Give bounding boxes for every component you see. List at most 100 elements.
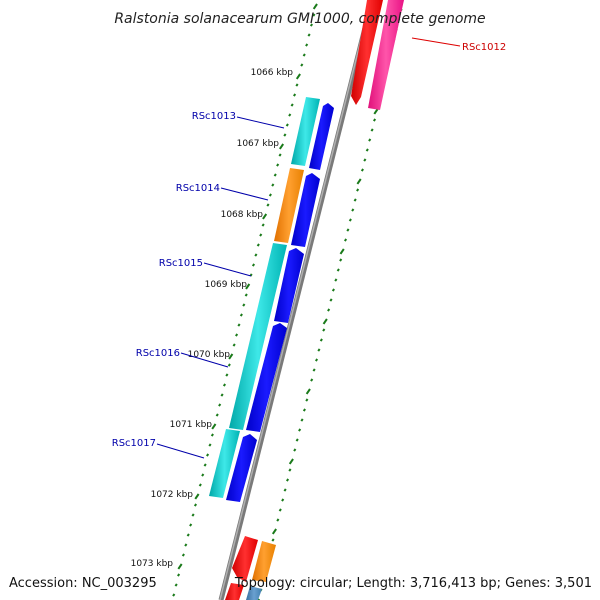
cds-rsc1017-cyan[interactable] [209, 429, 240, 498]
tick-mark-right [356, 188, 360, 192]
tick-mark-left [271, 183, 275, 187]
gene-label-rsc1017[interactable]: RSc1017 [112, 438, 156, 449]
tick-mark-left [288, 113, 292, 117]
kbp-label: 1067 kbp [237, 139, 280, 149]
leader-rsc1012 [411, 37, 461, 47]
tick-mark-left [206, 453, 210, 457]
cds-rsc1012-pink[interactable] [368, 0, 404, 110]
tick-mark-right [300, 418, 304, 422]
tick-mark-left [245, 283, 251, 290]
tick-mark-right [276, 518, 280, 522]
tick-mark-right [322, 318, 328, 325]
tick-mark-right [271, 538, 275, 542]
tick-mark-right [317, 348, 321, 352]
tick-mark-left [307, 33, 311, 37]
tick-mark-left [222, 383, 227, 387]
tick-mark-right [336, 268, 340, 272]
tick-mark-left [191, 513, 195, 517]
tick-mark-left [198, 483, 202, 487]
tick-mark-left [285, 123, 289, 127]
tick-mark-left [174, 583, 178, 587]
cds-rsc1016-blue[interactable] [246, 323, 287, 432]
tick-mark-right [314, 358, 319, 362]
cds-features [209, 0, 404, 600]
tick-mark-left [259, 233, 263, 237]
tick-mark-left [295, 73, 301, 80]
tick-mark-right [281, 498, 285, 502]
cds-bottom-red-2[interactable] [225, 583, 244, 600]
cds-rsc1015-cyan[interactable] [229, 243, 287, 430]
tick-mark-right [288, 458, 294, 465]
tick-mark-left [300, 63, 304, 67]
tick-mark-left [302, 53, 306, 57]
gene-label-rsc1012[interactable]: RSc1012 [462, 42, 506, 53]
tick-mark-right [302, 408, 306, 412]
tick-mark-right [305, 388, 311, 395]
tick-mark-left [215, 413, 219, 417]
tick-mark-left [201, 473, 205, 477]
tick-mark-right [334, 278, 338, 282]
cds-rsc1014-orange[interactable] [274, 168, 304, 243]
kbp-label: 1072 kbp [151, 490, 194, 500]
map-title: Ralstonia solanacearum GMI1000, complete… [114, 11, 485, 27]
tick-mark-right [360, 168, 364, 172]
kbp-label: 1071 kbp [170, 420, 213, 430]
tick-mark-left [235, 333, 239, 337]
gene-label-rsc1014[interactable]: RSc1014 [176, 183, 220, 194]
cds-rsc1012-red[interactable] [351, 0, 383, 105]
tick-mark-right [346, 228, 350, 232]
tick-mark-left [203, 463, 207, 467]
tick-mark-right [351, 208, 355, 212]
tick-mark-left [210, 433, 214, 437]
tick-mark-left [194, 493, 200, 500]
gene-label-rsc1015[interactable]: RSc1015 [159, 258, 203, 269]
tick-mark-right [271, 528, 277, 535]
tick-mark-left [295, 83, 299, 87]
cds-rsc1017-blue[interactable] [226, 434, 257, 502]
tick-mark-left [184, 543, 188, 547]
tick-mark-right [319, 338, 323, 342]
tick-mark-left [268, 193, 272, 197]
cds-rsc1015-blue[interactable] [274, 248, 304, 323]
tick-mark-left [177, 573, 181, 577]
tick-mark-right [327, 308, 331, 312]
cds-bottom-steel[interactable] [246, 586, 262, 600]
tick-mark-left [239, 313, 243, 317]
cds-bottom-orange[interactable] [252, 541, 276, 582]
cds-bottom-red-1[interactable] [232, 536, 258, 582]
tick-mark-right [283, 488, 287, 492]
tick-mark-left [228, 353, 234, 360]
tick-mark-left [181, 553, 185, 557]
genome-backbone-highlight [219, 0, 372, 600]
tick-mark-left [290, 103, 294, 107]
kbp-label: 1073 kbp [131, 559, 174, 569]
tick-mark-left [293, 93, 297, 97]
cds-rsc1014-blue[interactable] [291, 173, 320, 247]
tick-mark-right [365, 148, 369, 152]
gene-label-rsc1016[interactable]: RSc1016 [136, 348, 180, 359]
tick-mark-right [372, 118, 377, 122]
tick-mark-left [218, 403, 222, 407]
tick-mark-left [242, 303, 246, 307]
gene-label-rsc1013[interactable]: RSc1013 [192, 111, 236, 122]
tick-mark-left [273, 173, 277, 177]
tick-mark-left [244, 293, 248, 297]
kbp-label: 1066 kbp [251, 68, 294, 78]
leader-rsc1014 [220, 187, 269, 201]
tick-mark-right [373, 108, 379, 115]
kbp-label: 1068 kbp [221, 210, 264, 220]
tick-mark-left [172, 593, 176, 597]
tick-mark-right [353, 198, 357, 202]
tick-mark-right [370, 128, 374, 132]
cds-rsc1013-cyan[interactable] [291, 97, 320, 166]
tick-mark-left [251, 263, 256, 267]
tick-mark-left [208, 443, 212, 447]
tick-mark-left [266, 203, 270, 207]
cds-rsc1013-blue[interactable] [309, 103, 334, 170]
tick-mark-right [295, 438, 299, 442]
leader-rsc1013 [236, 116, 285, 129]
tick-mark-right [288, 468, 292, 472]
tick-mark-right [339, 248, 345, 255]
tick-mark-right [298, 428, 302, 432]
tick-mark-left [262, 213, 268, 220]
